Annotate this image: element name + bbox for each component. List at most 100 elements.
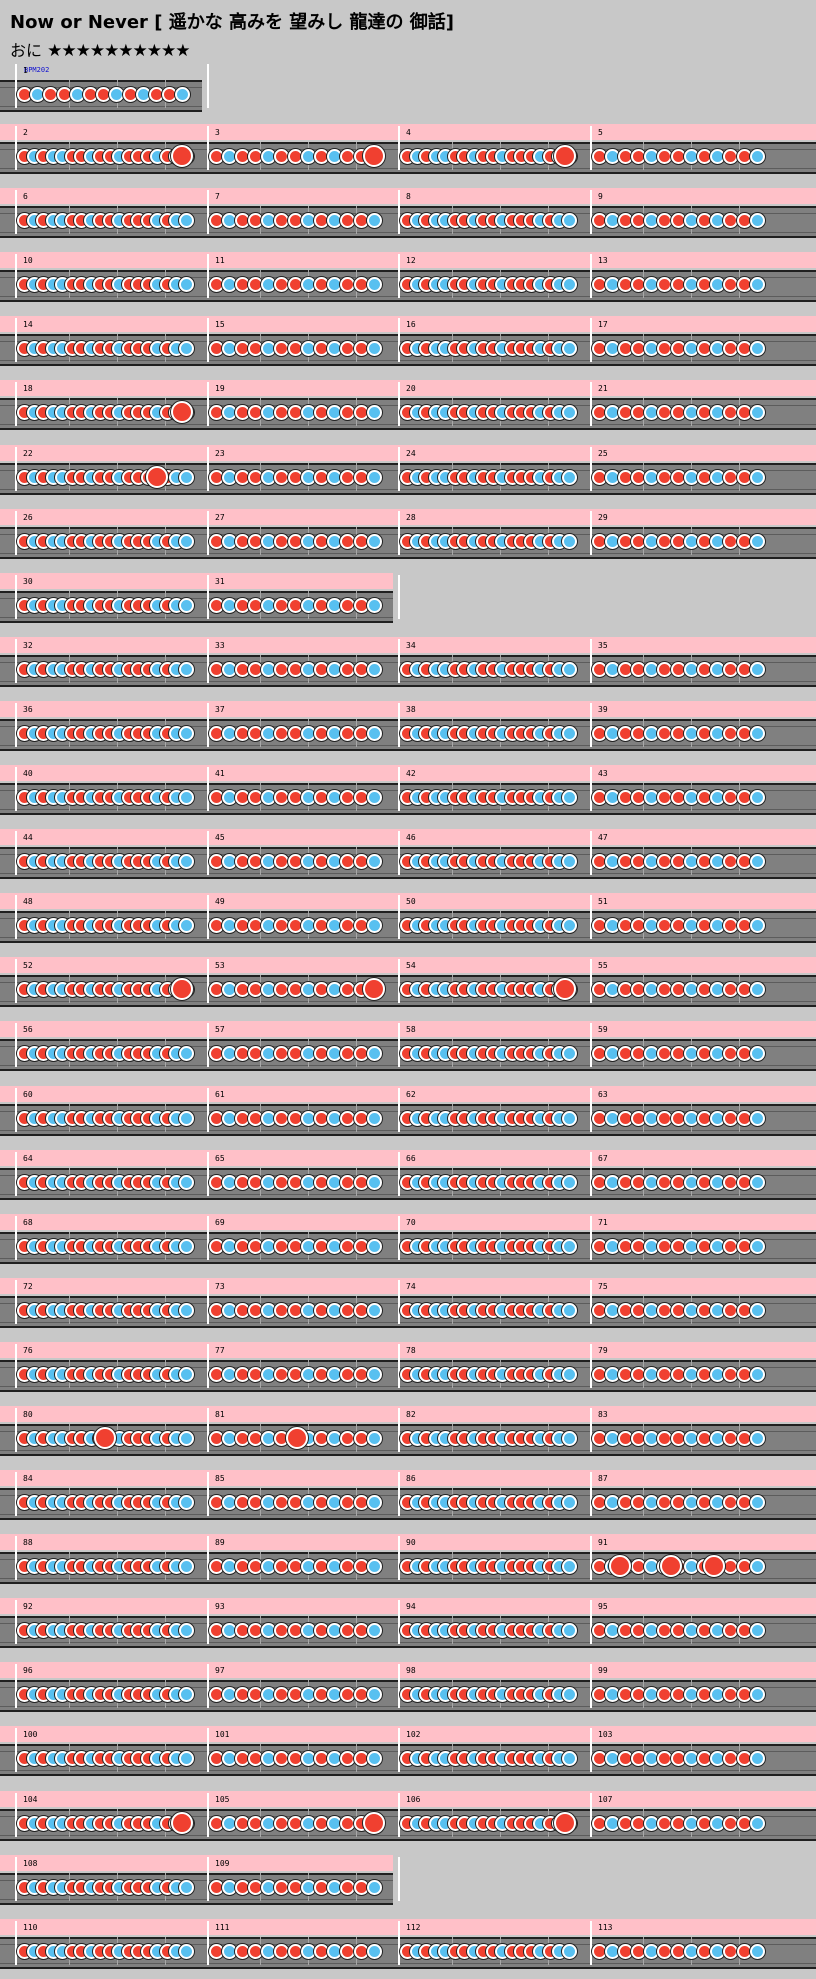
measure-number: 6 xyxy=(23,192,28,201)
ka-note xyxy=(179,1623,194,1638)
measure-number: 94 xyxy=(406,1602,416,1611)
ka-note xyxy=(179,1687,194,1702)
don-note xyxy=(657,1111,672,1126)
big-don-note xyxy=(363,145,385,167)
ka-note xyxy=(562,854,577,869)
bar-line xyxy=(15,254,17,298)
score-row: 14 15 16 17 xyxy=(0,316,816,376)
measure-number: 36 xyxy=(23,705,33,714)
score-row: 52 53 54 55 xyxy=(0,957,816,1017)
measure-number: 28 xyxy=(406,513,416,522)
bar-line xyxy=(15,1472,17,1516)
bar-line xyxy=(15,1857,17,1901)
don-note xyxy=(340,1623,355,1638)
bar-line xyxy=(15,64,17,108)
ka-note xyxy=(562,1751,577,1766)
ka-note xyxy=(179,662,194,677)
ka-note xyxy=(179,277,194,292)
don-note xyxy=(723,1111,738,1126)
measure-number: 41 xyxy=(215,769,225,778)
big-don-note xyxy=(703,1555,725,1577)
measure-number: 4 xyxy=(406,128,411,137)
score-row: 68 69 70 71 xyxy=(0,1214,816,1274)
don-note xyxy=(723,534,738,549)
measure-number: 34 xyxy=(406,641,416,650)
ka-note xyxy=(750,918,765,933)
measure-number: 50 xyxy=(406,897,416,906)
measure-number: 3 xyxy=(215,128,220,137)
bar-line xyxy=(398,1216,400,1260)
measure-number: 82 xyxy=(406,1410,416,1419)
ka-note xyxy=(179,1751,194,1766)
score-row: 30 31 xyxy=(0,573,400,633)
don-note xyxy=(723,470,738,485)
difficulty-stars: ★★★★★★★★★★ xyxy=(47,41,190,61)
bar-line xyxy=(207,1408,209,1452)
bar-line xyxy=(207,767,209,811)
don-note xyxy=(723,1944,738,1959)
score-row: 2 3 4 5 xyxy=(0,124,816,184)
bar-line xyxy=(15,447,17,491)
don-note xyxy=(657,341,672,356)
measure-number: 57 xyxy=(215,1025,225,1034)
bar-line xyxy=(15,1088,17,1132)
measure-number: 68 xyxy=(23,1218,33,1227)
measure-number: 102 xyxy=(406,1730,421,1739)
ka-note xyxy=(179,213,194,228)
ka-note xyxy=(562,790,577,805)
don-note xyxy=(340,1880,355,1895)
don-note xyxy=(723,662,738,677)
gogo-band xyxy=(0,573,393,589)
don-note xyxy=(723,341,738,356)
measure-number: 25 xyxy=(598,449,608,458)
bar-line xyxy=(15,1408,17,1452)
ka-note xyxy=(750,1111,765,1126)
ka-note xyxy=(367,1880,382,1895)
measure-number: 35 xyxy=(598,641,608,650)
score-row: 84 85 86 87 xyxy=(0,1470,816,1530)
measure-number: 78 xyxy=(406,1346,416,1355)
score-row: 60 61 62 63 xyxy=(0,1086,816,1146)
ka-note xyxy=(179,726,194,741)
ka-note xyxy=(367,1687,382,1702)
don-note xyxy=(723,1559,738,1574)
don-note xyxy=(340,1239,355,1254)
bar-line xyxy=(398,1728,400,1772)
ka-note xyxy=(750,1303,765,1318)
measure-number: 79 xyxy=(598,1346,608,1355)
ka-note xyxy=(179,470,194,485)
ka-note xyxy=(750,405,765,420)
bar-line xyxy=(207,1344,209,1388)
measure-number: 29 xyxy=(598,513,608,522)
don-note xyxy=(340,1367,355,1382)
measure-number: 7 xyxy=(215,192,220,201)
measure-number: 23 xyxy=(215,449,225,458)
ka-note xyxy=(750,1816,765,1831)
ka-note xyxy=(562,1687,577,1702)
ka-note xyxy=(367,405,382,420)
bar-line xyxy=(590,1600,592,1644)
ka-note xyxy=(367,790,382,805)
don-note xyxy=(723,854,738,869)
don-note xyxy=(657,726,672,741)
bar-line xyxy=(590,1921,592,1965)
score-row: 100 101 102 103 xyxy=(0,1726,816,1786)
measure-number: 95 xyxy=(598,1602,608,1611)
ka-note xyxy=(750,1559,765,1574)
ka-note xyxy=(179,1495,194,1510)
ka-note xyxy=(562,662,577,677)
measure-number: 64 xyxy=(23,1154,33,1163)
ka-note xyxy=(179,1367,194,1382)
score-row: 80 81 82 83 xyxy=(0,1406,816,1466)
don-note xyxy=(274,1303,289,1318)
bar-line xyxy=(398,318,400,362)
bar-line xyxy=(15,190,17,234)
ka-note xyxy=(750,726,765,741)
don-note xyxy=(657,1944,672,1959)
ka-note xyxy=(750,982,765,997)
score-row: 48 49 50 51 xyxy=(0,893,816,953)
bar-line xyxy=(590,1408,592,1452)
measure-number: 59 xyxy=(598,1025,608,1034)
measure-number: 31 xyxy=(215,577,225,586)
bar-line xyxy=(15,318,17,362)
